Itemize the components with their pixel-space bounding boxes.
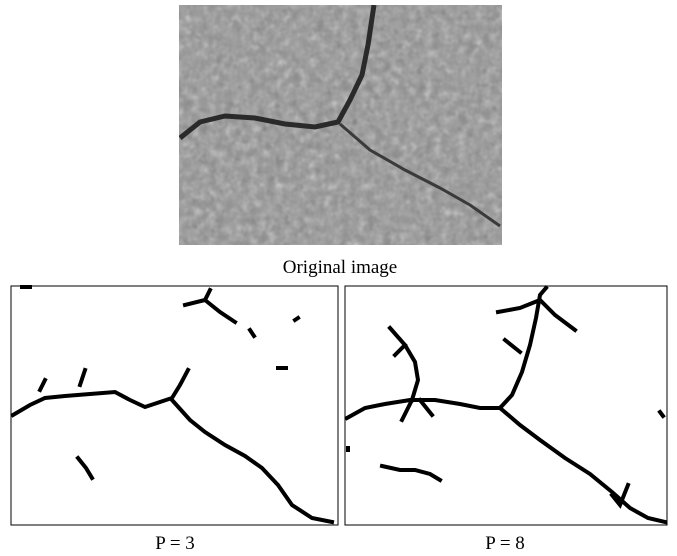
caption: Original image: [283, 257, 398, 278]
crack: [169, 397, 335, 525]
crack: [346, 409, 666, 483]
crack: [10, 367, 191, 418]
crack: [495, 297, 631, 509]
crack: [497, 405, 668, 525]
panel-frame: [344, 285, 668, 526]
caption: P = 8: [485, 533, 525, 554]
crack: [179, 5, 377, 140]
crack: [344, 285, 549, 421]
caption: P = 3: [155, 533, 195, 554]
result-p3: [10, 285, 339, 526]
crack: [339, 122, 501, 228]
result-p8: [344, 285, 668, 526]
crack: [37, 315, 301, 481]
crack: [387, 325, 435, 423]
crack: [182, 287, 238, 325]
original-image: [179, 5, 502, 245]
